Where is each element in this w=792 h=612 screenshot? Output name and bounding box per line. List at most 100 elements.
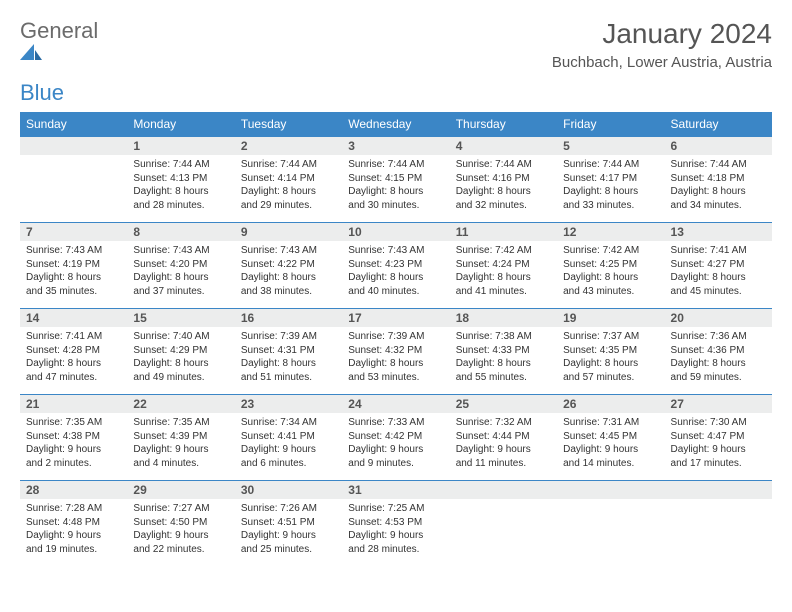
calendar-cell: 7Sunrise: 7:43 AMSunset: 4:19 PMDaylight…	[20, 223, 127, 309]
day-number-row: 12	[557, 223, 664, 241]
sunset-text: Sunset: 4:29 PM	[133, 344, 228, 358]
logo-text-general: General	[20, 18, 98, 43]
sunset-text: Sunset: 4:14 PM	[241, 172, 336, 186]
day-header: Saturday	[665, 112, 772, 137]
sunrise-text: Sunrise: 7:44 AM	[563, 158, 658, 172]
daylight2-text: and 17 minutes.	[671, 457, 766, 471]
sunrise-text: Sunrise: 7:44 AM	[456, 158, 551, 172]
cell-body: Sunrise: 7:40 AMSunset: 4:29 PMDaylight:…	[127, 327, 234, 388]
cell-body: Sunrise: 7:35 AMSunset: 4:39 PMDaylight:…	[127, 413, 234, 474]
logo-sail-icon	[20, 44, 98, 62]
day-number-row: 15	[127, 309, 234, 327]
day-number: 3	[342, 137, 449, 155]
sunset-text: Sunset: 4:42 PM	[348, 430, 443, 444]
day-header: Friday	[557, 112, 664, 137]
day-number: 23	[235, 395, 342, 413]
day-number-row: 23	[235, 395, 342, 413]
sunrise-text: Sunrise: 7:42 AM	[563, 244, 658, 258]
calendar-table: Sunday Monday Tuesday Wednesday Thursday…	[20, 112, 772, 567]
sunrise-text: Sunrise: 7:44 AM	[671, 158, 766, 172]
day-number-row: 3	[342, 137, 449, 155]
day-number: 14	[20, 309, 127, 327]
daylight1-text: Daylight: 8 hours	[133, 185, 228, 199]
sunrise-text: Sunrise: 7:32 AM	[456, 416, 551, 430]
daylight1-text: Daylight: 9 hours	[348, 443, 443, 457]
daylight2-text: and 57 minutes.	[563, 371, 658, 385]
sunrise-text: Sunrise: 7:37 AM	[563, 330, 658, 344]
day-number-row: 24	[342, 395, 449, 413]
daylight2-text: and 32 minutes.	[456, 199, 551, 213]
cell-body: Sunrise: 7:41 AMSunset: 4:27 PMDaylight:…	[665, 241, 772, 302]
cell-body: Sunrise: 7:44 AMSunset: 4:14 PMDaylight:…	[235, 155, 342, 216]
cell-body: Sunrise: 7:34 AMSunset: 4:41 PMDaylight:…	[235, 413, 342, 474]
sunrise-text: Sunrise: 7:39 AM	[348, 330, 443, 344]
calendar-cell: 9Sunrise: 7:43 AMSunset: 4:22 PMDaylight…	[235, 223, 342, 309]
sunrise-text: Sunrise: 7:39 AM	[241, 330, 336, 344]
daylight1-text: Daylight: 9 hours	[348, 529, 443, 543]
daylight1-text: Daylight: 8 hours	[26, 357, 121, 371]
daylight1-text: Daylight: 8 hours	[671, 185, 766, 199]
day-number: 15	[127, 309, 234, 327]
sunset-text: Sunset: 4:32 PM	[348, 344, 443, 358]
day-number-row: 10	[342, 223, 449, 241]
day-number: 27	[665, 395, 772, 413]
cell-body: Sunrise: 7:43 AMSunset: 4:20 PMDaylight:…	[127, 241, 234, 302]
cell-body: Sunrise: 7:38 AMSunset: 4:33 PMDaylight:…	[450, 327, 557, 388]
daylight2-text: and 6 minutes.	[241, 457, 336, 471]
calendar-page: General Blue January 2024 Buchbach, Lowe…	[0, 0, 792, 585]
day-number: 10	[342, 223, 449, 241]
daylight1-text: Daylight: 8 hours	[456, 271, 551, 285]
day-number-row: 19	[557, 309, 664, 327]
sunrise-text: Sunrise: 7:31 AM	[563, 416, 658, 430]
sunrise-text: Sunrise: 7:30 AM	[671, 416, 766, 430]
day-number-row	[665, 481, 772, 499]
day-number-row: 21	[20, 395, 127, 413]
day-number-row: 29	[127, 481, 234, 499]
cell-body: Sunrise: 7:42 AMSunset: 4:25 PMDaylight:…	[557, 241, 664, 302]
daylight2-text: and 53 minutes.	[348, 371, 443, 385]
daylight1-text: Daylight: 8 hours	[563, 185, 658, 199]
cell-body: Sunrise: 7:39 AMSunset: 4:31 PMDaylight:…	[235, 327, 342, 388]
sunset-text: Sunset: 4:44 PM	[456, 430, 551, 444]
sunset-text: Sunset: 4:25 PM	[563, 258, 658, 272]
sunset-text: Sunset: 4:23 PM	[348, 258, 443, 272]
calendar-cell: 11Sunrise: 7:42 AMSunset: 4:24 PMDayligh…	[450, 223, 557, 309]
daylight2-text: and 19 minutes.	[26, 543, 121, 557]
day-number: 9	[235, 223, 342, 241]
day-number: 12	[557, 223, 664, 241]
sunset-text: Sunset: 4:15 PM	[348, 172, 443, 186]
day-number: 26	[557, 395, 664, 413]
calendar-cell: 17 Sunrise: 7:39 AMSunset: 4:32 PMDayligh…	[342, 309, 449, 395]
day-number-row: 17	[342, 309, 449, 327]
sunrise-text: Sunrise: 7:43 AM	[241, 244, 336, 258]
cell-body: Sunrise: 7:43 AMSunset: 4:19 PMDaylight:…	[20, 241, 127, 302]
sunset-text: Sunset: 4:13 PM	[133, 172, 228, 186]
day-header: Monday	[127, 112, 234, 137]
calendar-cell: 10Sunrise: 7:43 AMSunset: 4:23 PMDayligh…	[342, 223, 449, 309]
sunset-text: Sunset: 4:50 PM	[133, 516, 228, 530]
daylight1-text: Daylight: 9 hours	[456, 443, 551, 457]
sunset-text: Sunset: 4:41 PM	[241, 430, 336, 444]
day-header-row: Sunday Monday Tuesday Wednesday Thursday…	[20, 112, 772, 137]
cell-body: Sunrise: 7:35 AMSunset: 4:38 PMDaylight:…	[20, 413, 127, 474]
location: Buchbach, Lower Austria, Austria	[552, 54, 772, 71]
daylight1-text: Daylight: 8 hours	[348, 357, 443, 371]
sunset-text: Sunset: 4:36 PM	[671, 344, 766, 358]
cell-body: Sunrise: 7:44 AMSunset: 4:18 PMDaylight:…	[665, 155, 772, 216]
day-number: 2	[235, 137, 342, 155]
sunset-text: Sunset: 4:35 PM	[563, 344, 658, 358]
daylight1-text: Daylight: 8 hours	[563, 357, 658, 371]
daylight2-text: and 33 minutes.	[563, 199, 658, 213]
sunset-text: Sunset: 4:27 PM	[671, 258, 766, 272]
cell-body: Sunrise: 7:43 AMSunset: 4:22 PMDaylight:…	[235, 241, 342, 302]
daylight1-text: Daylight: 9 hours	[563, 443, 658, 457]
cell-body: Sunrise: 7:26 AMSunset: 4:51 PMDaylight:…	[235, 499, 342, 560]
sunrise-text: Sunrise: 7:25 AM	[348, 502, 443, 516]
day-number: 5	[557, 137, 664, 155]
cell-body: Sunrise: 7:30 AMSunset: 4:47 PMDaylight:…	[665, 413, 772, 474]
daylight1-text: Daylight: 9 hours	[26, 443, 121, 457]
calendar-cell: 20Sunrise: 7:36 AMSunset: 4:36 PMDayligh…	[665, 309, 772, 395]
day-number-row: 20	[665, 309, 772, 327]
calendar-cell: 22Sunrise: 7:35 AMSunset: 4:39 PMDayligh…	[127, 395, 234, 481]
cell-body: Sunrise: 7:27 AMSunset: 4:50 PMDaylight:…	[127, 499, 234, 560]
